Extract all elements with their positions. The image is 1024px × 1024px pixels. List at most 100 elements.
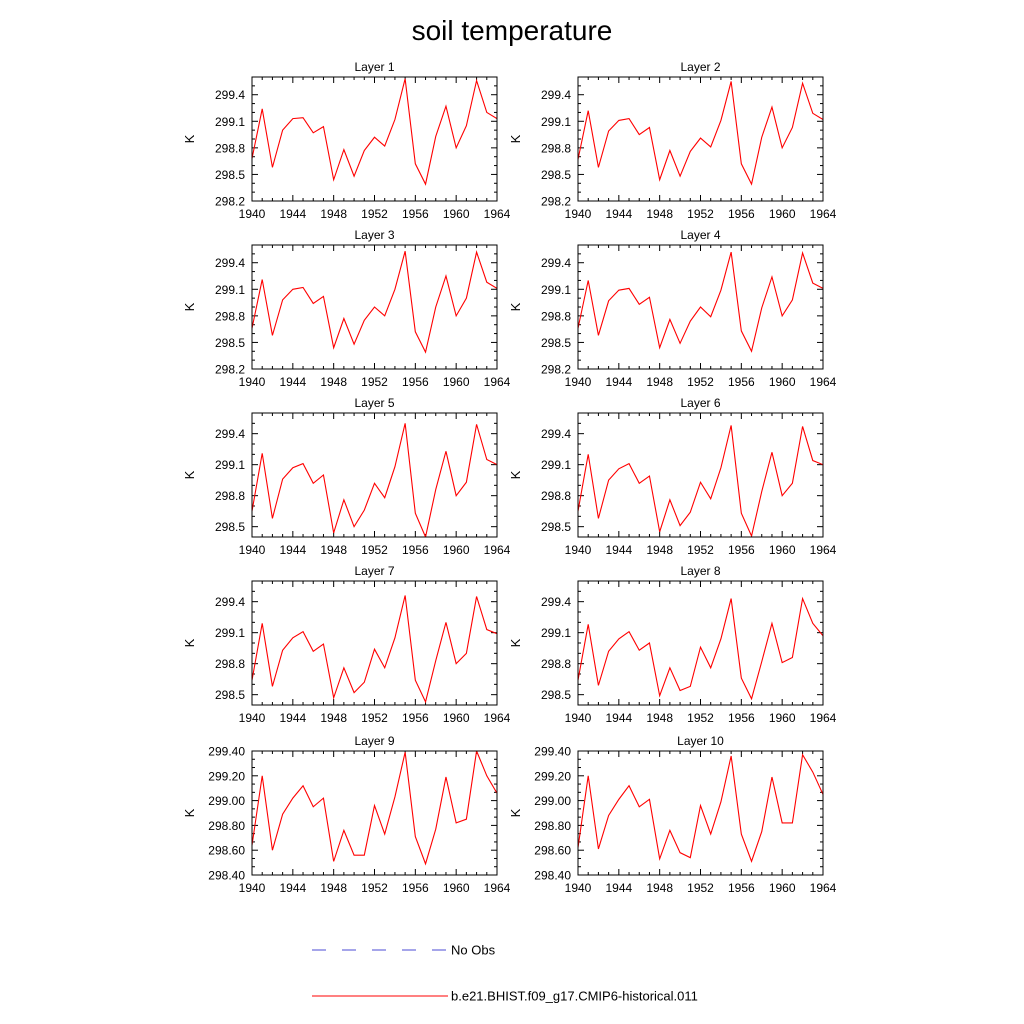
- panel-title: Layer 1: [354, 60, 394, 74]
- panel-title: Layer 6: [680, 396, 720, 410]
- plot-frame: [251, 412, 498, 538]
- x-tick-label: 1964: [810, 375, 837, 389]
- y-axis-label: K: [508, 470, 523, 479]
- plot-frame: [577, 412, 824, 538]
- x-tick-label: 1940: [239, 207, 266, 221]
- x-tick-label: 1956: [728, 543, 755, 557]
- y-tick-label: 299.00: [208, 794, 245, 808]
- x-tick-label: 1940: [565, 543, 592, 557]
- x-tick-label: 1956: [402, 711, 429, 725]
- y-tick-label: 298.8: [541, 309, 571, 323]
- x-tick-label: 1940: [565, 375, 592, 389]
- y-tick-label: 298.5: [215, 336, 245, 350]
- x-tick-label: 1964: [484, 207, 511, 221]
- y-tick-label: 298.8: [215, 657, 245, 671]
- panel-title: Layer 10: [677, 734, 724, 748]
- y-tick-label: 298.60: [534, 844, 571, 858]
- x-tick-label: 1948: [646, 543, 673, 557]
- y-tick-label: 299.20: [534, 769, 571, 783]
- x-tick-label: 1944: [279, 375, 306, 389]
- x-tick-label: 1960: [769, 375, 796, 389]
- y-tick-label: 298.8: [541, 657, 571, 671]
- x-tick-label: 1944: [279, 207, 306, 221]
- y-tick-label: 298.60: [208, 844, 245, 858]
- y-tick-label: 298.5: [215, 520, 245, 534]
- y-tick-label: 298.2: [215, 195, 245, 209]
- y-tick-label: 299.40: [534, 745, 571, 759]
- x-tick-label: 1948: [646, 711, 673, 725]
- x-tick-label: 1964: [484, 881, 511, 895]
- y-axis-label: K: [508, 134, 523, 143]
- y-tick-label: 299.4: [215, 88, 245, 102]
- panel-layer-2: Layer 2 K 1940 1944 1948 1952 1956 1960 1964 298.…: [508, 60, 837, 221]
- y-tick-label: 298.8: [541, 489, 571, 503]
- plot-frame: [577, 244, 824, 370]
- y-tick-label: 298.5: [215, 168, 245, 182]
- x-tick-label: 1956: [402, 881, 429, 895]
- y-tick-label: 298.80: [534, 819, 571, 833]
- plot-frame: [577, 750, 824, 876]
- plot-frame: [251, 76, 498, 202]
- x-tick-label: 1940: [239, 375, 266, 389]
- y-tick-label: 299.4: [215, 595, 245, 609]
- x-tick-label: 1964: [810, 711, 837, 725]
- y-tick-label: 298.8: [215, 141, 245, 155]
- x-tick-label: 1956: [402, 207, 429, 221]
- series-line-layer-2: [578, 81, 823, 186]
- y-tick-label: 299.4: [541, 427, 571, 441]
- x-tick-label: 1944: [605, 881, 632, 895]
- x-tick-label: 1960: [769, 711, 796, 725]
- legend-obs-label: No Obs: [451, 943, 496, 958]
- y-tick-label: 298.2: [541, 363, 571, 377]
- panel-title: Layer 3: [354, 228, 394, 242]
- panel-layer-6: Layer 6 K 1940 1944 1948 1952 1956 1960 1964 298.…: [508, 396, 837, 557]
- x-tick-label: 1940: [565, 207, 592, 221]
- panel-layer-7: Layer 7 K 1940 1944 1948 1952 1956 1960 1964 298.…: [182, 564, 511, 725]
- x-tick-label: 1960: [443, 375, 470, 389]
- series-line-layer-6: [578, 425, 823, 537]
- series-line-layer-1: [252, 78, 497, 186]
- y-tick-label: 298.5: [541, 520, 571, 534]
- x-tick-label: 1956: [402, 543, 429, 557]
- x-tick-label: 1952: [687, 375, 714, 389]
- x-tick-label: 1952: [361, 543, 388, 557]
- x-tick-label: 1952: [361, 711, 388, 725]
- y-tick-label: 299.1: [541, 283, 571, 297]
- legend-model-label: b.e21.BHIST.f09_g17.CMIP6-historical.011: [451, 989, 698, 1004]
- panel-title: Layer 5: [354, 396, 394, 410]
- panel-layer-5: Layer 5 K 1940 1944 1948 1952 1956 1960 1964 298.…: [182, 396, 511, 557]
- panel-layer-9: Layer 9 K 1940 1944 1948 1952 1956 1960 1964 298.…: [182, 734, 511, 895]
- series-line-layer-5: [252, 423, 497, 537]
- series-line-layer-7: [252, 595, 497, 704]
- x-tick-label: 1960: [443, 543, 470, 557]
- x-tick-label: 1964: [810, 543, 837, 557]
- y-tick-label: 298.8: [215, 489, 245, 503]
- y-tick-label: 298.5: [541, 688, 571, 702]
- x-tick-label: 1952: [687, 207, 714, 221]
- y-tick-label: 299.1: [541, 115, 571, 129]
- x-tick-label: 1964: [810, 207, 837, 221]
- panel-layer-10: Layer 10 K 1940 1944 1948 1952 1956 1960 1964 298…: [508, 734, 837, 895]
- y-tick-label: 299.00: [534, 794, 571, 808]
- x-tick-label: 1952: [361, 375, 388, 389]
- y-tick-label: 299.1: [541, 626, 571, 640]
- panel-title: Layer 8: [680, 564, 720, 578]
- x-tick-label: 1944: [279, 543, 306, 557]
- y-axis-label: K: [182, 638, 197, 647]
- x-tick-label: 1956: [402, 375, 429, 389]
- y-axis-label: K: [182, 808, 197, 817]
- x-tick-label: 1960: [769, 543, 796, 557]
- x-tick-label: 1948: [320, 711, 347, 725]
- y-tick-label: 298.40: [534, 869, 571, 883]
- y-tick-label: 299.1: [215, 283, 245, 297]
- x-tick-label: 1940: [239, 881, 266, 895]
- series-line-layer-10: [578, 753, 823, 863]
- x-tick-label: 1952: [361, 881, 388, 895]
- x-tick-label: 1948: [320, 881, 347, 895]
- x-tick-label: 1944: [279, 881, 306, 895]
- x-tick-label: 1964: [810, 881, 837, 895]
- y-tick-label: 298.5: [215, 688, 245, 702]
- x-tick-label: 1952: [687, 711, 714, 725]
- plot-frame: [577, 76, 824, 202]
- x-tick-label: 1960: [443, 881, 470, 895]
